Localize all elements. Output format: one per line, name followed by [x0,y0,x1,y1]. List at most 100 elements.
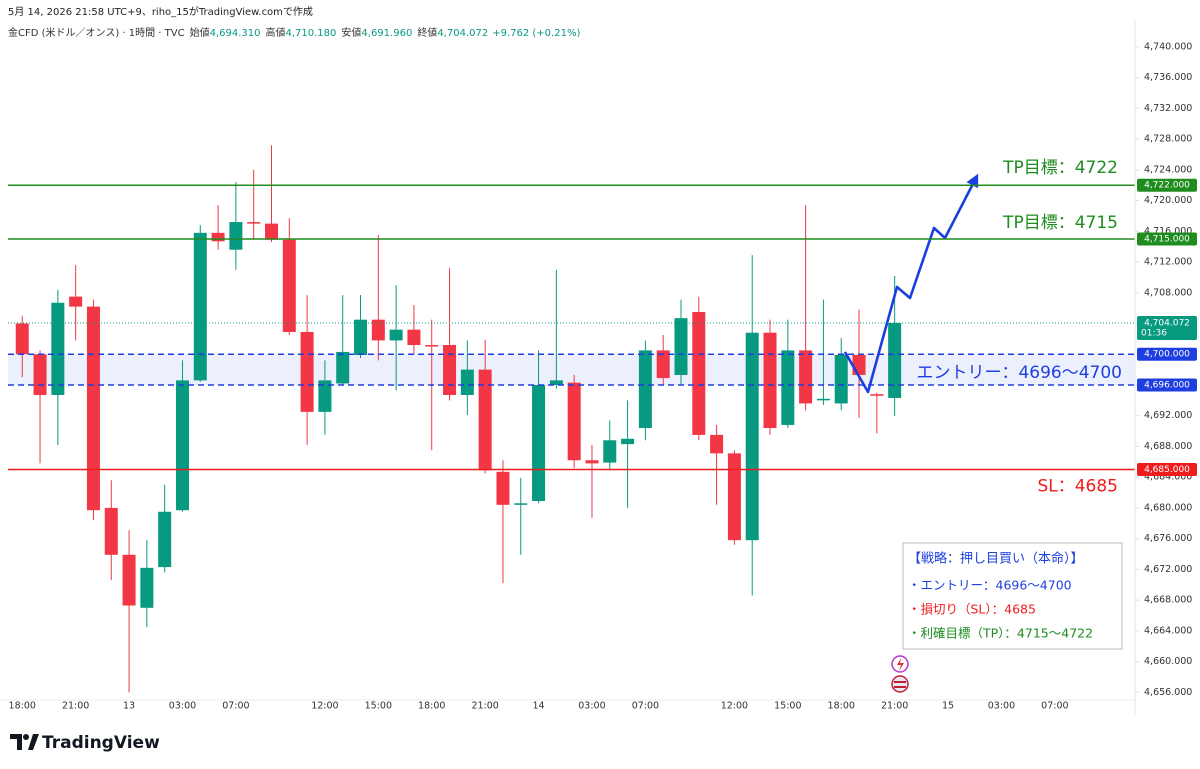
last-price-label: 4,704.072 [1144,318,1190,328]
level-label-bg [1137,462,1197,476]
candle-body [175,380,189,511]
candle-body [122,554,136,606]
flag-stripe [894,686,906,688]
candle-body [407,329,421,346]
ohlc-value: 4,704.072 [437,28,488,39]
candle-body [336,351,350,384]
logo-text: TradingView [42,733,160,753]
logo-mark [10,734,22,750]
y-tick-label: 4,708.000 [1144,287,1192,298]
strategy-line: ・損切り（SL）：4685 [908,602,1036,617]
candle-body [265,223,279,240]
x-tick-label: 03:00 [578,701,605,712]
ohlc-label: 高値 [266,26,286,39]
y-tick-label: 4,680.000 [1144,502,1192,513]
created-note: 5月 14, 2026 21:58 UTC+9、riho_15がTradingV… [8,5,313,18]
candle-body [389,329,403,341]
level-note: SL：4685 [1037,476,1118,496]
candle-body [33,354,47,395]
candle-body [425,345,439,347]
status-icons [891,655,909,693]
candle-body [229,222,243,250]
level-note: TP目標：4715 [1002,213,1118,233]
logo-mark [28,734,39,750]
candle-body [69,296,83,307]
x-tick-label: 18:00 [828,701,855,712]
candle-body [549,380,563,385]
candle-body [603,440,617,463]
candle-body [460,369,474,395]
level-label: 4,696.000 [1144,380,1190,390]
overlay-layer: 4,722.000 TP目標：4722 4,715.000 TP目標：4715 4,70… [8,158,1197,650]
y-tick-label: 4,664.000 [1144,625,1192,636]
x-tick-label: 12:00 [721,701,748,712]
y-tick-label: 4,732.000 [1144,103,1192,114]
level-label-bg [1137,232,1197,246]
y-tick-label: 4,736.000 [1144,72,1192,83]
candle-body [15,323,29,355]
candle-body [727,453,741,541]
x-tick-label: 14 [533,701,545,712]
candle-body [371,319,385,341]
strategy-line: ・利確目標（TP）：4715〜4722 [908,626,1093,641]
flag-icon [891,675,909,693]
level-label-bg [1137,178,1197,192]
y-tick-label: 4,676.000 [1144,533,1192,544]
symbol-line: 金CFD (米ドル／オンス) · 1時間 · TVC 始値4,694.310 高値4… [8,26,580,39]
x-tick-label: 21:00 [881,701,908,712]
strategy-box [902,542,1123,650]
candle-body [247,222,261,224]
candle-body [193,232,207,381]
logo: TradingView [10,733,160,753]
x-tick-label: 21:00 [62,701,89,712]
y-tick-label: 4,688.000 [1144,441,1192,452]
ohlc-label: 始値 [190,26,210,39]
candle-body [443,345,457,395]
candle-body [532,384,546,501]
x-tick-label: 18:00 [418,701,445,712]
level-note: TP目標：4722 [1002,158,1118,178]
candle-body [51,302,65,395]
candle-body [763,332,777,428]
candle-body [888,322,902,398]
level-label: 4,685.000 [1144,465,1190,475]
candle-body [674,318,688,375]
x-tick-label: 07:00 [632,701,659,712]
candle-body [300,331,314,412]
ohlc-value: 4,694.310 [210,28,261,39]
candle-body [478,369,492,471]
y-tick-label: 4,740.000 [1144,41,1192,52]
candle-body [781,350,795,425]
x-tick-label: 15:00 [774,701,801,712]
candle-body [567,382,581,461]
flag-stripe [894,681,906,683]
ohlc-label: 終値 [417,26,437,39]
level-label: 4,722.000 [1144,181,1190,191]
x-tick-label: 12:00 [311,701,338,712]
level-label: 4,715.000 [1144,234,1190,244]
y-tick-label: 4,716.000 [1144,226,1192,237]
y-tick-label: 4,728.000 [1144,134,1192,145]
event-icon-bolt [897,658,904,671]
y-tick-label: 4,692.000 [1144,410,1192,421]
y-tick-label: 4,712.000 [1144,257,1192,268]
forecast-arrow [843,173,979,394]
candle-body [140,567,154,608]
x-tick-label: 13 [123,701,135,712]
candle-body [318,380,332,412]
candle-body [514,503,528,505]
x-tick-label: 03:00 [988,701,1015,712]
candle-body [211,232,225,242]
candle-body [282,239,296,332]
candle-body [104,507,118,555]
level-label: 4,700.000 [1144,350,1190,360]
x-tick-label: 18:00 [9,701,36,712]
candle-body [710,434,724,454]
candle-body [158,511,172,568]
candle-body [834,355,848,404]
candle-body [799,350,813,404]
candle-body [870,394,884,396]
last-price-bg [1137,315,1197,340]
